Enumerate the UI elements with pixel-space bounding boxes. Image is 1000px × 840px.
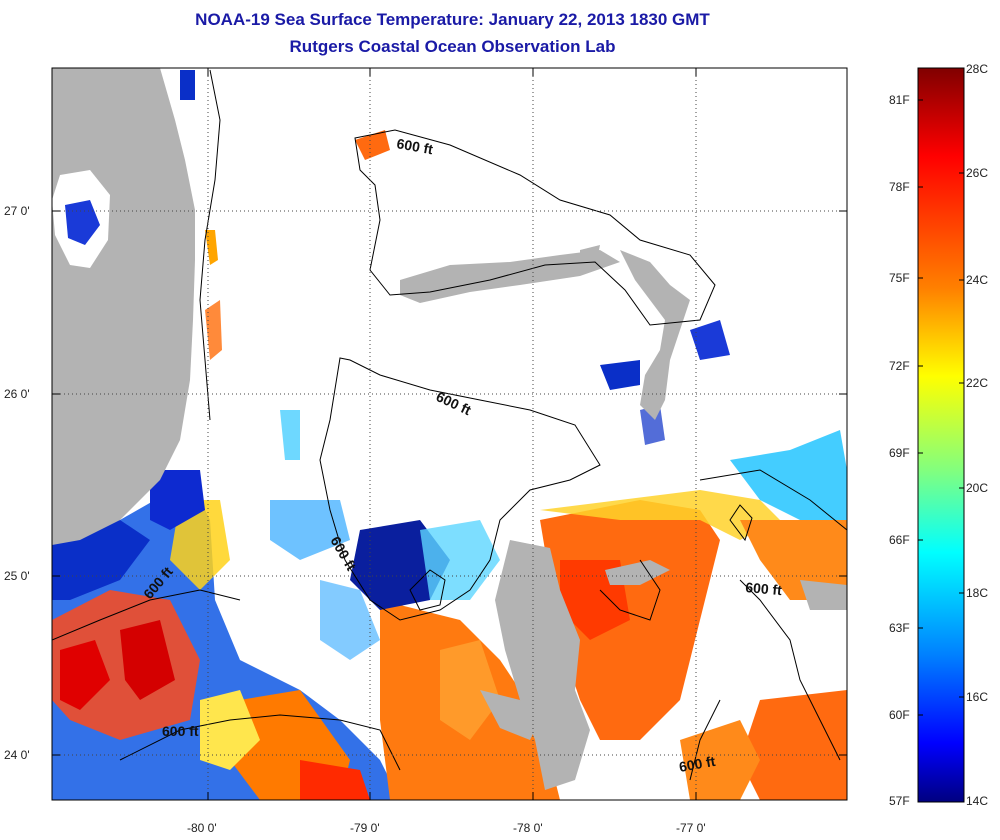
plot-frame <box>51 67 848 801</box>
colorbar-celsius-label: 18C <box>966 586 988 600</box>
colorbar-celsius-label: 24C <box>966 273 988 287</box>
colorbar-celsius-label: 16C <box>966 690 988 704</box>
contour-label: 600 ft <box>745 579 783 598</box>
colorbar-fahrenheit-label: 75F <box>889 271 910 285</box>
colorbar-fahrenheit-label: 57F <box>889 794 910 808</box>
map-plot-area <box>52 68 847 800</box>
colorbar-celsius-label: 28C <box>966 62 988 76</box>
colorbar-celsius-label: 20C <box>966 481 988 495</box>
contour-label: 600 ft <box>395 135 434 157</box>
map-title: NOAA-19 Sea Surface Temperature: January… <box>195 10 710 29</box>
colorbar-ticks <box>918 99 964 716</box>
lon-label: -80 0' <box>187 821 217 835</box>
colorbar-celsius-label: 26C <box>966 166 988 180</box>
lon-label: -78 0' <box>513 821 543 835</box>
lat-label: 27 0' <box>4 204 30 218</box>
lat-label: 26 0' <box>4 387 30 401</box>
lat-label: 24 0' <box>4 748 30 762</box>
contour-label: 600 ft <box>678 753 717 775</box>
colorbar-fahrenheit-label: 72F <box>889 359 910 373</box>
lake-sst-patch <box>65 200 100 245</box>
colorbar-fahrenheit-label: 69F <box>889 446 910 460</box>
graticule <box>52 68 847 800</box>
map-subtitle: Rutgers Coastal Ocean Observation Lab <box>289 37 616 56</box>
colorbar-fahrenheit-label: 66F <box>889 533 910 547</box>
colorbar-fahrenheit-label: 63F <box>889 621 910 635</box>
colorbar-fahrenheit-label: 78F <box>889 180 910 194</box>
contour-label: 600 ft <box>162 723 199 739</box>
colorbar-celsius-label: 22C <box>966 376 988 390</box>
colorbar-celsius-label: 14C <box>966 794 988 808</box>
axis-ticks <box>52 68 847 800</box>
lat-label: 25 0' <box>4 569 30 583</box>
depth-contours <box>52 69 847 781</box>
colorbar-fahrenheit-label: 81F <box>889 93 910 107</box>
lon-label: -79 0' <box>350 821 380 835</box>
lon-label: -77 0' <box>676 821 706 835</box>
colorbar-fahrenheit-label: 60F <box>889 708 910 722</box>
sst-patches <box>52 70 847 800</box>
colorbar <box>917 67 965 803</box>
